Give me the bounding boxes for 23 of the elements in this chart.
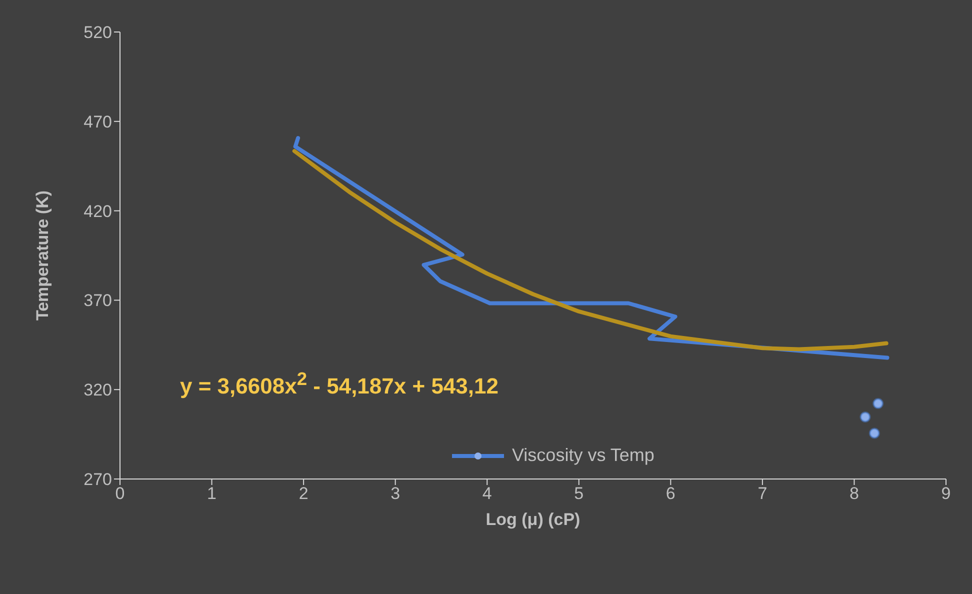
x-tick-label: 4 bbox=[482, 484, 492, 504]
y-tick-label: 270 bbox=[84, 470, 112, 490]
y-tick-label: 370 bbox=[84, 291, 112, 310]
x-tick-label: 5 bbox=[574, 484, 584, 504]
legend-label: Viscosity vs Temp bbox=[512, 445, 654, 466]
x-tick-label: 9 bbox=[941, 484, 951, 504]
y-axis-title: Temperature (K) bbox=[33, 190, 52, 321]
y-tick-label: 520 bbox=[84, 23, 112, 42]
x-tick-label: 2 bbox=[298, 484, 308, 504]
x-tick-label: 7 bbox=[758, 484, 768, 504]
x-tick-label: 1 bbox=[207, 484, 217, 504]
point bbox=[860, 411, 871, 422]
point bbox=[872, 398, 884, 410]
x-tick-label: 0 bbox=[115, 484, 125, 504]
x-tick-label: 3 bbox=[390, 484, 400, 504]
x-tick-label: 8 bbox=[849, 484, 859, 504]
point bbox=[868, 428, 880, 439]
y-tick-label: 320 bbox=[84, 380, 112, 400]
x-tick-label: 6 bbox=[666, 484, 676, 504]
x-axis-title: Log (μ) (cP) bbox=[486, 510, 580, 529]
y-tick-label: 420 bbox=[84, 202, 112, 221]
annotation: y = 3,6608x$^{2}$ - 54,187x + 543,12 bbox=[180, 368, 498, 400]
y-tick-label: 470 bbox=[84, 112, 112, 132]
